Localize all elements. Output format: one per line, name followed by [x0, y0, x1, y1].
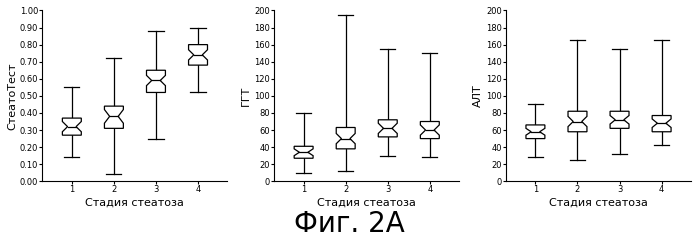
- PathPatch shape: [147, 70, 165, 92]
- X-axis label: Стадия стеатоза: Стадия стеатоза: [549, 197, 648, 207]
- X-axis label: Стадия стеатоза: Стадия стеатоза: [85, 197, 184, 207]
- X-axis label: Стадия стеатоза: Стадия стеатоза: [318, 197, 416, 207]
- PathPatch shape: [526, 125, 545, 139]
- PathPatch shape: [294, 146, 313, 158]
- Text: Фиг. 2А: Фиг. 2А: [294, 210, 404, 238]
- PathPatch shape: [188, 45, 207, 65]
- PathPatch shape: [378, 120, 397, 137]
- PathPatch shape: [420, 122, 439, 139]
- Y-axis label: ГГТ: ГГТ: [242, 86, 251, 106]
- PathPatch shape: [652, 115, 671, 132]
- PathPatch shape: [336, 128, 355, 149]
- PathPatch shape: [105, 106, 124, 128]
- PathPatch shape: [610, 111, 629, 128]
- PathPatch shape: [62, 118, 81, 135]
- Y-axis label: СтеатоТест: СтеатоТест: [7, 62, 17, 130]
- Y-axis label: АЛТ: АЛТ: [473, 84, 483, 107]
- PathPatch shape: [568, 111, 587, 132]
